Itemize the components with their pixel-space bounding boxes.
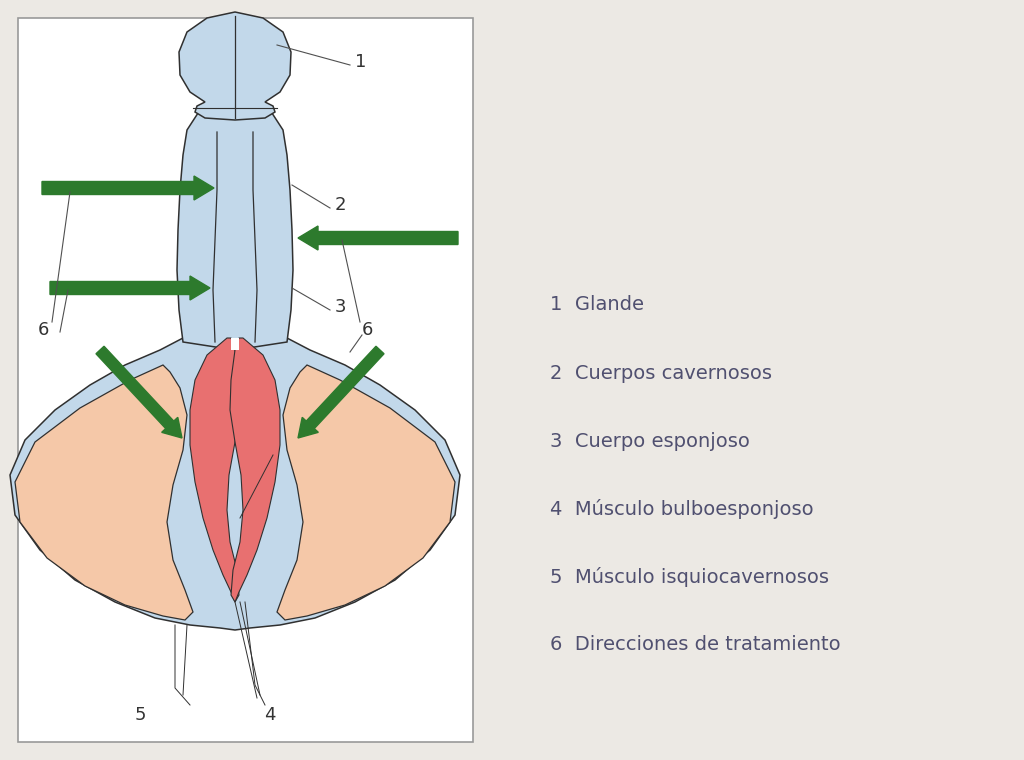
FancyBboxPatch shape [18, 18, 473, 742]
FancyArrow shape [96, 347, 182, 438]
Text: 6  Direcciones de tratamiento: 6 Direcciones de tratamiento [550, 635, 841, 654]
FancyArrow shape [298, 347, 384, 438]
Text: 5  Músculo isquiocavernosos: 5 Músculo isquiocavernosos [550, 567, 829, 587]
Polygon shape [231, 338, 239, 350]
Polygon shape [10, 325, 460, 630]
FancyArrow shape [298, 226, 458, 250]
Text: 1: 1 [355, 53, 367, 71]
Text: 6: 6 [362, 321, 374, 339]
Text: 4  Músculo bulboesponjoso: 4 Músculo bulboesponjoso [550, 499, 814, 519]
Polygon shape [190, 338, 240, 602]
FancyArrow shape [42, 176, 214, 200]
FancyArrow shape [50, 276, 210, 300]
Text: 4: 4 [264, 706, 275, 724]
Polygon shape [15, 365, 193, 620]
Text: 3  Cuerpo esponjoso: 3 Cuerpo esponjoso [550, 432, 750, 451]
Text: 6: 6 [38, 321, 49, 339]
Polygon shape [179, 12, 291, 120]
Polygon shape [230, 338, 280, 602]
Text: 2  Cuerpos cavernosos: 2 Cuerpos cavernosos [550, 363, 772, 382]
Polygon shape [278, 365, 455, 620]
Text: 5: 5 [134, 706, 145, 724]
Text: 2: 2 [335, 196, 346, 214]
Text: 3: 3 [335, 298, 346, 316]
Text: 1  Glande: 1 Glande [550, 296, 644, 315]
Polygon shape [177, 98, 293, 350]
